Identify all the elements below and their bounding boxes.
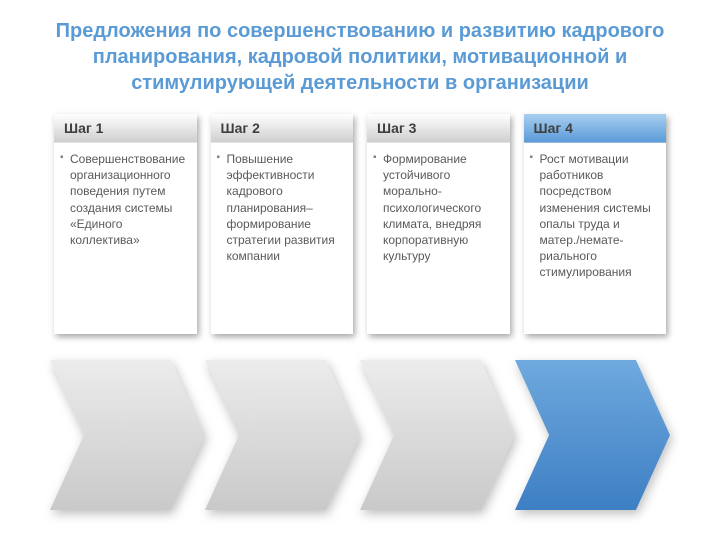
step-body: Рост мотивации работников посредством из… [524, 143, 667, 289]
step-bullet: Формирование устойчивого морально-психол… [373, 151, 502, 264]
chevron-arrow-icon [515, 360, 670, 510]
step-body: Формирование устойчивого морально-психол… [367, 143, 510, 272]
arrow-step-1 [50, 360, 205, 510]
arrows-row [50, 360, 670, 510]
step-card-4: Шаг 4 Рост мотивации работников посредст… [524, 114, 667, 334]
step-body: Повышение эффективности кадрового планир… [211, 143, 354, 272]
step-header: Шаг 4 [524, 114, 667, 143]
step-bullet: Совершенствование организационного повед… [60, 151, 189, 248]
page-title: Предложения по совершенствованию и разви… [50, 18, 670, 96]
step-card-2: Шаг 2 Повышение эффективности кадрового … [211, 114, 354, 334]
arrow-step-2 [205, 360, 360, 510]
step-bullet: Повышение эффективности кадрового планир… [217, 151, 346, 264]
cards-row: Шаг 1 Совершенствование организационного… [50, 114, 670, 334]
step-header: Шаг 3 [367, 114, 510, 143]
arrow-step-3 [360, 360, 515, 510]
chevron-arrow-icon [50, 360, 205, 510]
arrow-step-4 [515, 360, 670, 510]
chevron-arrow-icon [360, 360, 515, 510]
chevron-arrow-icon [205, 360, 360, 510]
step-card-3: Шаг 3 Формирование устойчивого морально-… [367, 114, 510, 334]
step-card-1: Шаг 1 Совершенствование организационного… [54, 114, 197, 334]
step-header: Шаг 2 [211, 114, 354, 143]
step-body: Совершенствование организационного повед… [54, 143, 197, 256]
slide: Предложения по совершенствованию и разви… [0, 0, 720, 540]
step-header: Шаг 1 [54, 114, 197, 143]
step-bullet: Рост мотивации работников посредством из… [530, 151, 659, 281]
